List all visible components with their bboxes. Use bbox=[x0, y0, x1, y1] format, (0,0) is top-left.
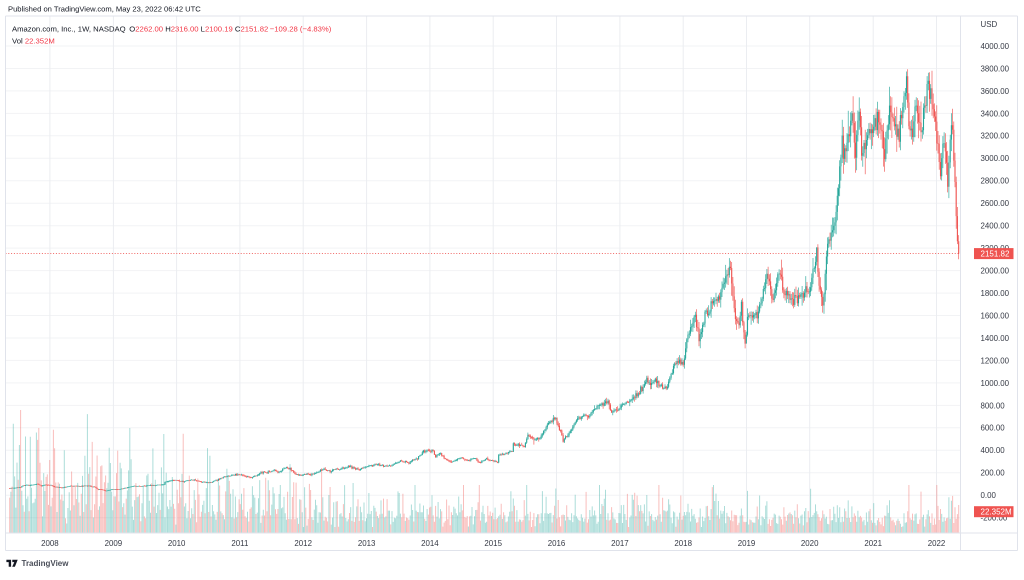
svg-text:3800.00: 3800.00 bbox=[981, 64, 1010, 73]
svg-text:1800.00: 1800.00 bbox=[981, 289, 1010, 298]
svg-text:Vol 22.352M: Vol 22.352M bbox=[12, 36, 55, 45]
svg-text:3200.00: 3200.00 bbox=[981, 132, 1010, 141]
svg-text:TradingView: TradingView bbox=[22, 559, 70, 568]
svg-text:2017: 2017 bbox=[611, 539, 629, 548]
svg-text:1400.00: 1400.00 bbox=[981, 334, 1010, 343]
svg-text:3400.00: 3400.00 bbox=[981, 109, 1010, 118]
svg-text:1200.00: 1200.00 bbox=[981, 356, 1010, 365]
svg-text:2012: 2012 bbox=[294, 539, 312, 548]
svg-text:1000.00: 1000.00 bbox=[981, 379, 1010, 388]
svg-text:2000.00: 2000.00 bbox=[981, 267, 1010, 276]
svg-text:400.00: 400.00 bbox=[981, 446, 1006, 455]
svg-text:2600.00: 2600.00 bbox=[981, 199, 1010, 208]
svg-text:2009: 2009 bbox=[105, 539, 123, 548]
svg-text:800.00: 800.00 bbox=[981, 401, 1006, 410]
svg-text:1600.00: 1600.00 bbox=[981, 311, 1010, 320]
svg-text:2010: 2010 bbox=[168, 539, 186, 548]
svg-text:2013: 2013 bbox=[358, 539, 376, 548]
svg-text:2016: 2016 bbox=[548, 539, 566, 548]
svg-text:22.352M: 22.352M bbox=[981, 508, 1012, 517]
svg-text:4000.00: 4000.00 bbox=[981, 42, 1010, 51]
svg-text:USD: USD bbox=[981, 20, 998, 29]
svg-text:2008: 2008 bbox=[41, 539, 59, 548]
svg-text:2151.82: 2151.82 bbox=[981, 250, 1010, 259]
svg-text:2022: 2022 bbox=[928, 539, 946, 548]
svg-text:200.00: 200.00 bbox=[981, 469, 1006, 478]
svg-text:3600.00: 3600.00 bbox=[981, 87, 1010, 96]
svg-text:2015: 2015 bbox=[484, 539, 502, 548]
svg-text:2018: 2018 bbox=[674, 539, 692, 548]
svg-text:2800.00: 2800.00 bbox=[981, 177, 1010, 186]
svg-text:2014: 2014 bbox=[421, 539, 439, 548]
svg-text:2020: 2020 bbox=[801, 539, 819, 548]
svg-text:Amazon.com, Inc., 1W, NASDAQ O: Amazon.com, Inc., 1W, NASDAQ O2262.00 H2… bbox=[12, 25, 332, 34]
svg-text:0.00: 0.00 bbox=[981, 491, 997, 500]
svg-text:-200.00: -200.00 bbox=[981, 514, 1008, 523]
svg-text:2400.00: 2400.00 bbox=[981, 222, 1010, 231]
svg-text:2019: 2019 bbox=[738, 539, 756, 548]
svg-text:3000.00: 3000.00 bbox=[981, 154, 1010, 163]
svg-text:600.00: 600.00 bbox=[981, 424, 1006, 433]
svg-text:2021: 2021 bbox=[864, 539, 882, 548]
svg-text:Published on TradingView.com,: Published on TradingView.com, May 23, 20… bbox=[8, 4, 201, 13]
svg-text:2011: 2011 bbox=[231, 539, 248, 548]
